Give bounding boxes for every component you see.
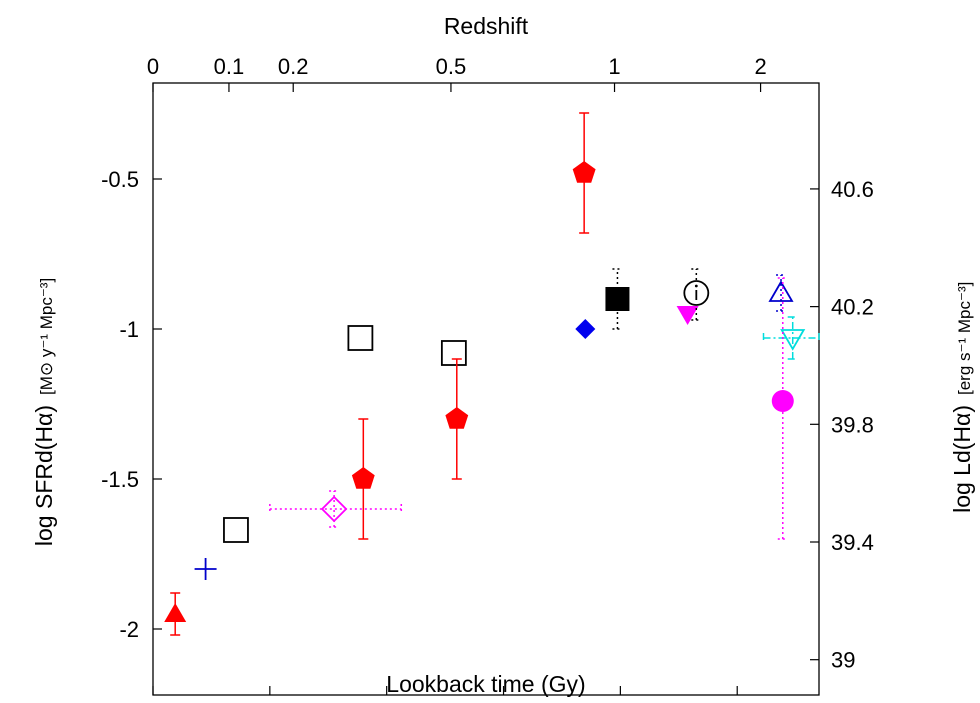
redshift-axis-label: Redshift — [444, 13, 529, 39]
diamond-filled-marker — [575, 319, 596, 339]
data-point — [572, 112, 596, 234]
square-open-marker — [223, 517, 249, 543]
triangle-up-open-marker — [768, 280, 794, 302]
diamond-open-marker — [320, 495, 348, 523]
plot-frame — [152, 82, 820, 696]
pentagon-marker — [572, 161, 596, 183]
triangle-down-open-marker — [780, 329, 806, 351]
y2-axis-title: log Ld(Hα) [erg s⁻¹ Mpc⁻³] — [949, 282, 975, 513]
data-point — [575, 319, 596, 339]
x-axis-ticks: 0246810 — [152, 686, 738, 695]
redshift-tick-label: 0.2 — [278, 54, 309, 79]
square-open-marker — [440, 340, 467, 366]
data-point — [445, 358, 469, 480]
y-axis-units: [M⊙ y⁻¹ Mpc⁻³] — [37, 278, 56, 395]
y-tick-label: -0.5 — [101, 167, 139, 192]
data-point — [768, 274, 794, 312]
y-axis-title: log SFRd(Hα) [M⊙ y⁻¹ Mpc⁻³] — [31, 278, 57, 546]
y-axis-ticks: -0.5 -1 -1.5 -2 — [101, 167, 162, 642]
redshift-tick-label: 0 — [147, 54, 159, 79]
circle-inner-dot — [694, 284, 698, 288]
data-point — [605, 268, 630, 330]
square-open-marker — [347, 325, 374, 351]
x-axis-label: Lookback time (Gy) — [386, 671, 585, 697]
y2-tick-label: 40.6 — [831, 177, 874, 202]
redshift-tick-label: 0.5 — [436, 54, 467, 79]
data-points — [164, 112, 820, 636]
square-filled-marker — [605, 287, 630, 311]
redshift-tick-label: 2 — [754, 54, 766, 79]
y2-tick-label: 39.4 — [831, 530, 874, 555]
redshift-tick-label: 0.1 — [214, 54, 245, 79]
redshift-tick-label: 1 — [608, 54, 620, 79]
data-point — [771, 277, 794, 540]
data-point — [762, 316, 820, 360]
y-tick-label: -2 — [119, 617, 139, 642]
y2-tick-label: 39 — [831, 648, 855, 673]
data-point — [223, 517, 249, 543]
triangle-up-marker — [164, 603, 187, 622]
y-axis-label: log SFRd(Hα) — [31, 405, 57, 546]
y-tick-label: -1 — [119, 317, 139, 342]
data-point — [440, 340, 467, 366]
data-point — [676, 306, 699, 325]
data-point — [351, 418, 375, 540]
redshift-axis-ticks: 0 0.1 0.2 0.5 1 2 — [147, 54, 767, 92]
circle-filled-marker — [771, 390, 794, 412]
y2-axis-label: log Ld(Hα) — [949, 405, 975, 513]
data-point — [164, 592, 187, 636]
data-point — [683, 268, 710, 321]
y2-tick-label: 39.8 — [831, 412, 874, 437]
triangle-down-marker — [676, 306, 699, 325]
y2-axis-units: [erg s⁻¹ Mpc⁻³] — [955, 282, 974, 395]
pentagon-marker — [351, 467, 375, 489]
data-point — [269, 490, 403, 528]
data-point — [194, 558, 217, 580]
y-tick-label: -1.5 — [101, 467, 139, 492]
data-point — [347, 325, 374, 351]
pentagon-marker — [445, 407, 469, 429]
y2-axis-ticks: 40.6 40.2 39.8 39.4 39 — [810, 177, 874, 673]
y2-tick-label: 40.2 — [831, 295, 874, 320]
